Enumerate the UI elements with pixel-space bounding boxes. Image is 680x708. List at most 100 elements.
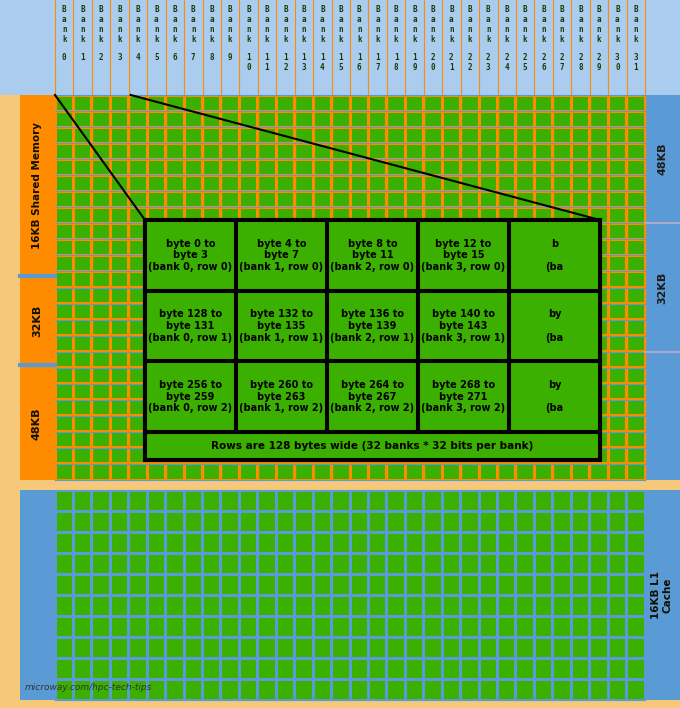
Bar	[554, 597, 570, 615]
Text: B: B	[209, 5, 214, 14]
Bar	[277, 289, 293, 302]
Bar	[222, 513, 238, 530]
Bar	[425, 554, 441, 573]
Bar	[407, 96, 422, 110]
Bar	[149, 554, 164, 573]
Bar	[573, 241, 588, 254]
Bar	[388, 576, 404, 593]
Bar	[443, 161, 459, 173]
Bar	[499, 305, 515, 318]
Bar	[315, 576, 330, 593]
Bar	[370, 597, 386, 615]
Text: k: k	[523, 35, 528, 44]
Bar	[186, 273, 201, 286]
Bar	[167, 597, 182, 615]
Bar	[443, 513, 459, 530]
Bar	[610, 639, 625, 656]
Bar	[186, 353, 201, 366]
Bar	[517, 450, 533, 462]
Bar	[259, 241, 275, 254]
Bar	[610, 385, 625, 399]
Bar	[75, 353, 90, 366]
Text: a: a	[357, 15, 362, 24]
Bar	[259, 433, 275, 447]
Bar	[186, 433, 201, 447]
Bar	[167, 96, 182, 110]
Bar	[573, 113, 588, 125]
Text: n: n	[449, 25, 454, 34]
Bar	[462, 617, 477, 636]
Bar	[443, 417, 459, 430]
Bar	[443, 305, 459, 318]
Text: k: k	[615, 35, 619, 44]
Bar	[222, 465, 238, 479]
Bar	[425, 417, 441, 430]
Bar	[462, 401, 477, 414]
Bar	[536, 289, 551, 302]
Bar	[167, 273, 182, 286]
Bar	[241, 597, 256, 615]
Bar	[407, 337, 422, 350]
Bar	[277, 465, 293, 479]
Bar	[315, 209, 330, 222]
Bar	[222, 305, 238, 318]
Bar	[277, 639, 293, 656]
Text: a: a	[375, 15, 380, 24]
Bar	[536, 225, 551, 238]
Bar	[56, 385, 72, 399]
Bar	[112, 385, 127, 399]
Bar	[352, 617, 367, 636]
Text: 16KB Shared Memory: 16KB Shared Memory	[32, 122, 42, 249]
Bar	[443, 177, 459, 190]
Bar	[75, 385, 90, 399]
Bar	[241, 321, 256, 334]
Bar	[56, 257, 72, 270]
Bar	[352, 659, 367, 678]
Bar	[554, 617, 570, 636]
Bar	[554, 161, 570, 173]
Bar	[481, 129, 496, 142]
Bar	[517, 433, 533, 447]
Bar	[554, 680, 570, 699]
Bar	[388, 369, 404, 382]
Bar	[186, 289, 201, 302]
Bar	[241, 576, 256, 593]
Bar	[573, 161, 588, 173]
Bar	[259, 576, 275, 593]
Text: 1: 1	[412, 53, 417, 62]
Bar	[333, 113, 348, 125]
Bar	[149, 450, 164, 462]
Bar	[425, 209, 441, 222]
Bar	[388, 401, 404, 414]
Bar	[425, 491, 441, 510]
Text: 32KB: 32KB	[32, 305, 42, 337]
Bar	[370, 257, 386, 270]
Bar	[443, 321, 459, 334]
Bar	[352, 465, 367, 479]
Bar	[186, 417, 201, 430]
Bar	[296, 129, 311, 142]
Bar	[573, 353, 588, 366]
Bar	[93, 113, 109, 125]
Bar	[352, 113, 367, 125]
Text: k: k	[302, 35, 306, 44]
Bar	[481, 257, 496, 270]
Bar	[517, 129, 533, 142]
Bar	[149, 617, 164, 636]
Bar	[628, 385, 643, 399]
Bar	[259, 401, 275, 414]
Bar	[186, 321, 201, 334]
Bar	[517, 385, 533, 399]
Text: a: a	[265, 15, 269, 24]
Bar	[443, 433, 459, 447]
Text: 1: 1	[375, 53, 380, 62]
Bar	[462, 337, 477, 350]
Bar	[370, 369, 386, 382]
Bar	[462, 369, 477, 382]
Bar	[241, 96, 256, 110]
Bar	[241, 417, 256, 430]
Bar	[186, 144, 201, 158]
Bar	[296, 417, 311, 430]
Bar	[610, 193, 625, 206]
Bar	[93, 417, 109, 430]
